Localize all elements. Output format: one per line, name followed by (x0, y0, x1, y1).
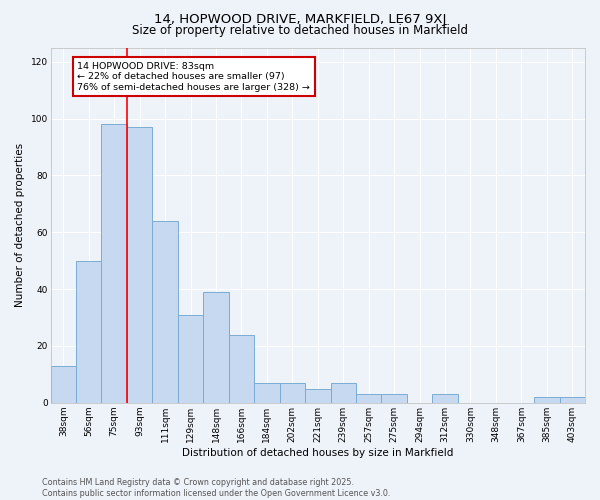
Bar (254, 383, 280, 403)
Bar (280, 383, 305, 403)
Bar (560, 397, 585, 403)
Y-axis label: Number of detached properties: Number of detached properties (15, 143, 25, 307)
Bar (152, 221, 178, 403)
X-axis label: Distribution of detached houses by size in Markfield: Distribution of detached houses by size … (182, 448, 454, 458)
Bar (50, 366, 76, 403)
Bar (229, 334, 254, 403)
Bar (534, 397, 560, 403)
Bar (305, 388, 331, 403)
Bar (356, 394, 382, 403)
Bar (382, 394, 407, 403)
Text: Contains HM Land Registry data © Crown copyright and database right 2025.
Contai: Contains HM Land Registry data © Crown c… (42, 478, 391, 498)
Bar (433, 394, 458, 403)
Bar (178, 314, 203, 403)
Text: 14 HOPWOOD DRIVE: 83sqm
← 22% of detached houses are smaller (97)
76% of semi-de: 14 HOPWOOD DRIVE: 83sqm ← 22% of detache… (77, 62, 310, 92)
Bar (101, 124, 127, 403)
Bar (203, 292, 229, 403)
Text: Size of property relative to detached houses in Markfield: Size of property relative to detached ho… (132, 24, 468, 37)
Bar (127, 127, 152, 403)
Text: 14, HOPWOOD DRIVE, MARKFIELD, LE67 9XJ: 14, HOPWOOD DRIVE, MARKFIELD, LE67 9XJ (154, 12, 446, 26)
Bar (331, 383, 356, 403)
Bar (76, 260, 101, 403)
